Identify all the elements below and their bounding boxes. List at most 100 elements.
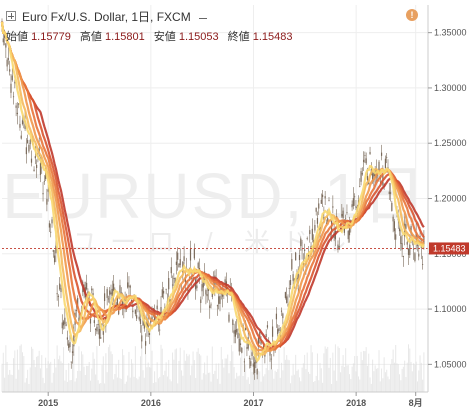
volume-bar	[39, 368, 41, 392]
volume-bar	[88, 362, 90, 392]
volume-bar	[296, 370, 298, 392]
volume-bar	[183, 350, 185, 392]
candle-body	[262, 345, 265, 350]
volume-bar	[66, 381, 68, 392]
volume-bar	[399, 374, 401, 392]
volume-bars	[1, 344, 425, 392]
volume-bar	[264, 374, 266, 392]
volume-bar	[295, 354, 297, 392]
volume-bar	[272, 369, 274, 392]
volume-bar	[86, 365, 88, 392]
candle-body	[292, 274, 294, 281]
plus-box-icon[interactable]	[6, 11, 16, 21]
y-tick-label-1: 1.30000	[434, 83, 467, 93]
volume-bar	[98, 383, 100, 392]
volume-bar	[106, 372, 108, 392]
volume-bar	[197, 348, 199, 392]
candle-body	[196, 285, 198, 289]
volume-bar	[32, 348, 34, 392]
candle-body	[304, 249, 306, 251]
candle-body	[64, 317, 66, 325]
info-icon[interactable]: !	[406, 9, 418, 21]
volume-bar	[319, 362, 321, 392]
volume-bar	[184, 360, 186, 392]
volume-bar	[361, 360, 363, 392]
candle-body	[206, 294, 208, 297]
volume-bar	[23, 356, 25, 392]
volume-bar	[232, 351, 234, 392]
candle-body	[354, 196, 356, 198]
candle-body	[328, 199, 330, 201]
volume-bar	[300, 381, 302, 392]
volume-bar	[286, 355, 288, 392]
volume-bar	[207, 372, 209, 392]
candle-body	[11, 75, 13, 81]
candle-body	[256, 368, 258, 375]
volume-bar	[246, 379, 248, 392]
volume-bar	[357, 376, 359, 392]
candle-body	[288, 287, 290, 289]
candle-body	[114, 288, 116, 290]
candle-body	[187, 289, 189, 292]
volume-bar	[370, 383, 372, 392]
x-tick-label-2: 2017	[243, 398, 263, 408]
volume-bar	[288, 360, 290, 392]
candle-body	[145, 341, 147, 346]
ma-line-5	[0, 21, 425, 363]
candle-body	[243, 361, 245, 363]
candle-body	[96, 326, 98, 332]
volume-bar	[366, 365, 368, 392]
candle-body	[236, 329, 238, 333]
volume-bar	[34, 367, 36, 392]
volume-bar	[7, 374, 9, 392]
volume-bar	[405, 377, 407, 392]
volume-bar	[115, 364, 117, 392]
volume-bar	[214, 370, 216, 392]
candle-body	[284, 292, 286, 298]
volume-bar	[327, 346, 329, 392]
candle-body	[109, 290, 111, 295]
minus-icon[interactable]	[198, 17, 207, 19]
volume-bar	[279, 377, 281, 392]
volume-bar	[329, 357, 331, 392]
volume-bar	[270, 355, 272, 392]
candle-body	[295, 252, 297, 261]
volume-bar	[274, 370, 276, 392]
candle-body	[380, 152, 383, 156]
candle-body	[338, 246, 340, 248]
candle-body	[2, 38, 4, 43]
volume-bar	[138, 376, 140, 392]
volume-bar	[233, 367, 235, 392]
volume-bar	[333, 370, 335, 392]
candle-body	[265, 334, 267, 338]
volume-bar	[95, 374, 97, 392]
volume-bar	[292, 363, 294, 392]
volume-bar	[260, 381, 262, 392]
time-axis[interactable]: 2015 2016 2017 2018 8月	[2, 391, 428, 408]
volume-bar	[113, 379, 115, 392]
volume-bar	[101, 365, 103, 392]
volume-bar	[278, 348, 280, 392]
volume-bar	[54, 358, 56, 392]
volume-bar	[129, 377, 131, 392]
candle-body	[259, 331, 261, 339]
volume-bar	[105, 353, 107, 392]
volume-bar	[139, 356, 141, 392]
volume-bar	[182, 375, 184, 392]
volume-bar	[104, 383, 106, 392]
candle-body	[6, 59, 8, 67]
volume-bar	[56, 345, 58, 392]
candle-body	[309, 230, 311, 235]
candle-body	[18, 103, 20, 105]
volume-bar	[63, 347, 65, 392]
candle-body	[324, 196, 326, 199]
volume-bar	[107, 347, 109, 392]
candle-body	[95, 329, 97, 331]
price-axis[interactable]: 1.350001.300001.250001.200001.150001.100…	[427, 5, 469, 392]
volume-bar	[168, 359, 170, 392]
candle-body	[61, 322, 63, 329]
candle-body	[296, 277, 298, 279]
volume-bar	[64, 380, 66, 392]
volume-bar	[155, 382, 157, 392]
